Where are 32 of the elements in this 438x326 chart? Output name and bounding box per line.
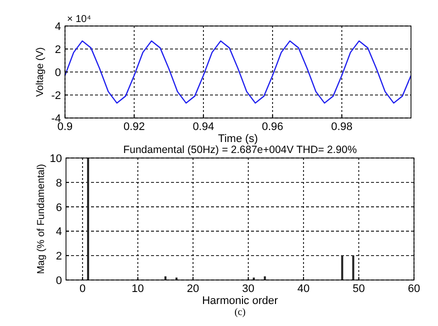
y-tick-label: 4 [54, 21, 61, 33]
x-tick-label: 0.92 [123, 121, 145, 133]
y-tick-label: -2 [51, 90, 61, 102]
y-tick-label: 8 [56, 177, 62, 190]
x-axis-title: Harmonic order [202, 295, 278, 307]
bar [341, 256, 344, 280]
x-tick-label: 0.94 [192, 121, 214, 133]
x-axis-title: Time (s) [218, 133, 258, 145]
x-tick-label: 0.98 [331, 121, 353, 133]
y-tick-label: 4 [56, 226, 62, 238]
y-tick-label: 2 [56, 250, 62, 263]
y-axis-title: Voltage (V) [35, 47, 46, 97]
bar [352, 256, 354, 280]
chart-title: Fundamental (50Hz) = 2.687e+004V THD= 2.90% [123, 144, 357, 156]
x-tick-label: 40 [297, 283, 310, 295]
line-series [65, 40, 411, 104]
x-tick-label: 0 [80, 283, 86, 295]
y-axis-title: Mag (% of Fundamental) [36, 164, 47, 274]
text: × 10⁴ [67, 14, 92, 25]
x-tick-label: 30 [242, 283, 254, 295]
y-tick-label: 2 [54, 44, 61, 56]
x-tick-label: 0.96 [262, 121, 284, 133]
x-tick-label: 50 [352, 283, 365, 295]
y-tick-label: 6 [56, 202, 62, 214]
x-tick-label: 60 [408, 283, 420, 295]
x-tick-label: 10 [132, 283, 144, 295]
y-tick-label: 0 [56, 275, 62, 287]
y-tick-label: 10 [50, 153, 62, 165]
x-tick-label: 20 [186, 283, 200, 295]
text: (c) [234, 307, 246, 318]
y-tick-label: 0 [54, 67, 61, 79]
x-tick-label: 0.9 [57, 121, 73, 133]
